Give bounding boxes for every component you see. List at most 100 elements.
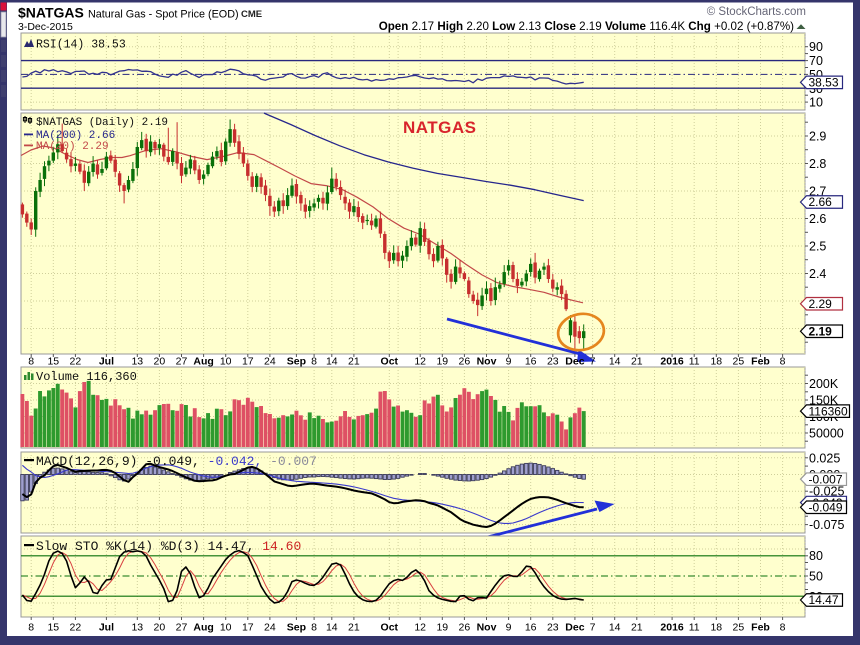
svg-text:Oct: Oct (381, 622, 399, 634)
svg-text:2.4: 2.4 (809, 267, 826, 281)
svg-text:15: 15 (47, 356, 59, 368)
svg-text:© StockCharts.com: © StockCharts.com (707, 6, 806, 18)
svg-text:200K: 200K (809, 377, 839, 391)
svg-text:Jul: Jul (99, 356, 114, 368)
svg-text:90: 90 (809, 40, 823, 54)
svg-text:13: 13 (131, 356, 143, 368)
svg-text:Oct: Oct (381, 356, 399, 368)
svg-text:2016: 2016 (660, 356, 684, 368)
svg-text:-0.007: -0.007 (809, 472, 843, 486)
svg-text:8: 8 (780, 356, 786, 368)
svg-text:2.19: 2.19 (809, 324, 833, 338)
svg-text:8: 8 (780, 622, 786, 634)
svg-text:MACD(12,26,9) -0.049, -0.042,: MACD(12,26,9) -0.049, -0.042, -0.007 (36, 454, 317, 469)
svg-text:$NATGAS: $NATGAS (18, 5, 84, 21)
svg-text:15: 15 (47, 622, 59, 634)
svg-text:Nov: Nov (477, 356, 497, 368)
svg-text:MA(20) 2.29: MA(20) 2.29 (36, 141, 109, 153)
svg-text:2016: 2016 (660, 622, 684, 634)
svg-text:Feb: Feb (751, 356, 770, 368)
svg-text:Jul: Jul (99, 622, 114, 634)
svg-text:9: 9 (506, 622, 512, 634)
svg-text:Dec: Dec (565, 356, 584, 368)
svg-text:$NATGAS (Daily) 2.19: $NATGAS (Daily) 2.19 (36, 117, 168, 129)
svg-text:Nov: Nov (477, 622, 497, 634)
svg-text:RSI(14) 38.53: RSI(14) 38.53 (36, 39, 126, 52)
svg-text:27: 27 (176, 356, 188, 368)
svg-text:9: 9 (506, 356, 512, 368)
svg-text:25: 25 (733, 356, 745, 368)
svg-text:CME: CME (241, 9, 262, 20)
svg-text:21: 21 (631, 622, 643, 634)
svg-text:Aug: Aug (193, 622, 213, 634)
svg-text:50: 50 (809, 570, 823, 584)
svg-text:21: 21 (348, 356, 360, 368)
svg-text:7: 7 (590, 622, 596, 634)
svg-text:26: 26 (459, 622, 471, 634)
svg-text:23: 23 (547, 622, 559, 634)
svg-text:25: 25 (733, 622, 745, 634)
svg-text:150K: 150K (809, 394, 839, 408)
svg-text:Volume 116,360: Volume 116,360 (36, 370, 137, 384)
svg-text:NATGAS: NATGAS (403, 118, 477, 137)
svg-text:70: 70 (809, 54, 823, 68)
svg-text:14: 14 (609, 356, 621, 368)
svg-text:26: 26 (459, 356, 471, 368)
svg-text:18: 18 (710, 356, 722, 368)
svg-text:8: 8 (311, 356, 317, 368)
svg-text:8: 8 (28, 622, 34, 634)
svg-text:Sep: Sep (287, 622, 306, 634)
svg-text:17: 17 (242, 356, 254, 368)
svg-text:22: 22 (70, 622, 82, 634)
svg-text:2.8: 2.8 (809, 157, 826, 171)
svg-text:Open 2.17 High 2.20 Low 2.13 C: Open 2.17 High 2.20 Low 2.13 Close 2.19 … (379, 20, 794, 33)
svg-text:14: 14 (326, 622, 338, 634)
svg-text:116360: 116360 (809, 404, 848, 418)
svg-text:10: 10 (220, 622, 232, 634)
svg-text:19: 19 (436, 356, 448, 368)
svg-text:Dec: Dec (565, 622, 584, 634)
svg-text:50000: 50000 (809, 427, 844, 441)
svg-text:80: 80 (809, 549, 823, 563)
svg-text:22: 22 (70, 356, 82, 368)
svg-text:Feb: Feb (751, 622, 770, 634)
svg-text:14: 14 (609, 622, 621, 634)
svg-text:16: 16 (525, 356, 537, 368)
svg-text:20: 20 (154, 622, 166, 634)
svg-text:2.5: 2.5 (809, 240, 826, 254)
svg-text:21: 21 (348, 622, 360, 634)
svg-text:3-Dec-2015: 3-Dec-2015 (18, 21, 73, 33)
svg-text:Slow STO %K(14) %D(3) 14.47, 1: Slow STO %K(14) %D(3) 14.47, 14.60 (36, 539, 301, 554)
svg-text:8: 8 (28, 356, 34, 368)
svg-text:-0.075: -0.075 (809, 518, 844, 532)
svg-text:13: 13 (131, 622, 143, 634)
svg-text:11: 11 (689, 356, 700, 368)
svg-text:7: 7 (590, 356, 596, 368)
svg-text:21: 21 (631, 356, 643, 368)
svg-text:20: 20 (154, 356, 166, 368)
svg-text:27: 27 (176, 622, 188, 634)
svg-text:24: 24 (264, 356, 276, 368)
svg-text:10: 10 (220, 356, 232, 368)
svg-text:Aug: Aug (193, 356, 213, 368)
svg-text:11: 11 (689, 622, 700, 634)
svg-text:Natural Gas - Spot Price (EOD): Natural Gas - Spot Price (EOD) (88, 9, 239, 21)
svg-text:19: 19 (436, 622, 448, 634)
svg-text:10: 10 (809, 96, 823, 110)
svg-text:38.53: 38.53 (809, 76, 839, 90)
svg-text:0.025: 0.025 (809, 451, 840, 465)
svg-text:2.66: 2.66 (809, 195, 833, 209)
svg-text:-0.025: -0.025 (809, 485, 844, 499)
svg-text:MA(200) 2.66: MA(200) 2.66 (36, 130, 115, 142)
svg-text:17: 17 (242, 622, 254, 634)
svg-text:2.29: 2.29 (809, 297, 833, 311)
svg-text:16: 16 (525, 622, 537, 634)
svg-text:12: 12 (414, 356, 426, 368)
svg-text:18: 18 (710, 622, 722, 634)
svg-text:2.7: 2.7 (809, 185, 826, 199)
svg-text:2.9: 2.9 (809, 130, 826, 144)
svg-text:Sep: Sep (287, 356, 306, 368)
svg-text:2.6: 2.6 (809, 212, 826, 226)
svg-text:14.47: 14.47 (809, 593, 839, 607)
svg-text:24: 24 (264, 622, 276, 634)
